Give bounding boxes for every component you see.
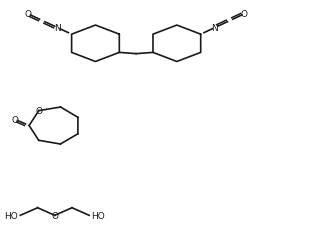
Text: O: O bbox=[51, 211, 58, 220]
Text: O: O bbox=[35, 107, 42, 116]
Text: N: N bbox=[54, 24, 61, 33]
Text: HO: HO bbox=[91, 211, 105, 220]
Text: O: O bbox=[11, 115, 18, 124]
Text: HO: HO bbox=[4, 211, 18, 220]
Text: N: N bbox=[212, 24, 218, 33]
Text: O: O bbox=[24, 10, 31, 19]
Text: O: O bbox=[241, 10, 248, 19]
